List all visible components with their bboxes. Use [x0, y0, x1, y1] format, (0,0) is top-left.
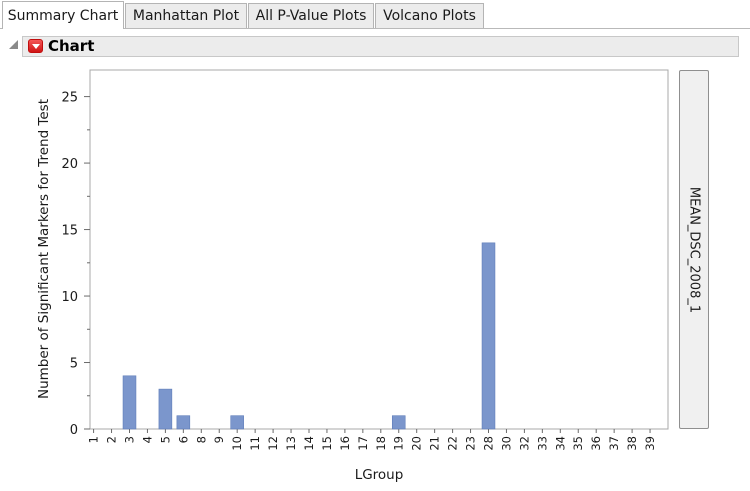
y-tick-label: 20 [61, 157, 78, 172]
y-tick-label: 15 [61, 224, 78, 239]
x-tick-label: 20 [410, 436, 424, 451]
x-tick-label: 6 [176, 436, 190, 443]
x-tick-label: 8 [194, 436, 208, 443]
x-tick-label: 33 [535, 436, 549, 451]
bars [122, 242, 496, 430]
plot-frame [89, 69, 669, 430]
x-tick-label: 1 [87, 436, 101, 443]
bar-19 [391, 415, 406, 430]
x-tick-label: 18 [374, 436, 388, 451]
tab-summary-chart[interactable]: Summary Chart [2, 1, 124, 29]
x-tick-label: 3 [122, 436, 136, 443]
x-tick-label: 4 [140, 436, 154, 443]
x-tick-label: 9 [212, 436, 226, 443]
bar-28 [481, 242, 496, 430]
x-tick-label: 39 [643, 436, 657, 451]
x-tick-label: 36 [589, 436, 603, 451]
y-axis-title: Number of Significant Markers for Trend … [36, 99, 52, 399]
bar-6 [176, 415, 191, 430]
tab-all-p-value-plots[interactable]: All P-Value Plots [248, 3, 374, 28]
x-tick-label: 11 [248, 436, 262, 451]
group-label: MEAN_DSC_2008_1 [686, 186, 702, 313]
x-tick-label: 14 [302, 436, 316, 451]
y-tick-label: 0 [70, 423, 78, 438]
y-tick-label: 10 [61, 290, 78, 305]
y-tick-label: 5 [70, 357, 78, 372]
x-tick-label: 15 [320, 436, 334, 451]
chart-outline-header: Chart [22, 36, 739, 57]
x-tick-label: 37 [607, 436, 621, 451]
x-tick-label: 34 [553, 436, 567, 451]
x-tick-label: 23 [464, 436, 478, 451]
x-tick-label: 30 [499, 436, 513, 451]
x-tick-label: 5 [158, 436, 172, 443]
tab-volcano-plots[interactable]: Volcano Plots [375, 3, 484, 28]
x-tick-label: 38 [625, 436, 639, 451]
bar-5 [158, 388, 173, 430]
x-tick-label: 19 [392, 436, 406, 451]
disclosure-triangle-icon[interactable] [9, 40, 18, 49]
tab-manhattan-plot[interactable]: Manhattan Plot [125, 3, 247, 28]
tab-strip: Summary Chart Manhattan Plot All P-Value… [0, 0, 750, 29]
x-tick-label: 2 [105, 436, 119, 443]
x-tick-label: 16 [338, 436, 352, 451]
x-axis: 1 2 3 4 5 6 8 9 10 11 12 13 14 15 16 17 18 19 20 21 22 23 28 30… [87, 429, 657, 451]
x-tick-label: 22 [446, 436, 460, 451]
bar-3 [122, 375, 137, 430]
x-tick-label: 12 [266, 436, 280, 451]
x-tick-label: 10 [230, 436, 244, 451]
y-axis: 0 5 10 15 20 25 [61, 91, 90, 438]
red-triangle-menu-icon[interactable] [28, 39, 43, 53]
x-tick-label: 21 [428, 436, 442, 451]
y-tick-label: 25 [61, 91, 78, 106]
outline-title: Chart [48, 37, 95, 55]
x-tick-label: 28 [481, 436, 495, 451]
x-tick-label: 13 [284, 436, 298, 451]
tab-strip-divider [0, 28, 750, 29]
x-tick-label: 35 [571, 436, 585, 451]
x-tick-label: 32 [517, 436, 531, 451]
bar-10 [230, 415, 244, 430]
group-label-panel: MEAN_DSC_2008_1 [679, 70, 709, 429]
x-axis-title: LGroup [355, 467, 404, 483]
x-tick-label: 17 [356, 436, 370, 451]
